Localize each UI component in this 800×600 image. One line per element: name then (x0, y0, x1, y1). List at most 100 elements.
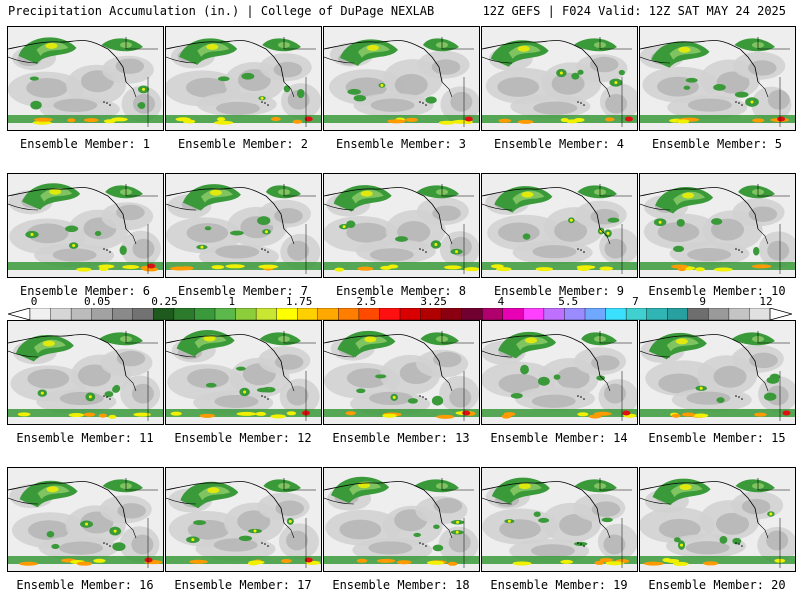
ensemble-member-label: Ensemble Member: 4 (493, 137, 625, 151)
ensemble-member-label: Ensemble Member: 7 (177, 284, 309, 298)
precip-map (324, 27, 479, 130)
precip-map (640, 174, 795, 277)
colorbar-tick-label: 0 (30, 295, 38, 308)
ensemble-member-label: Ensemble Member: 6 (19, 284, 151, 298)
ensemble-member-map (481, 320, 638, 425)
colorbar-swatch (482, 308, 504, 320)
ensemble-member-map (165, 26, 322, 131)
colorbar-swatch (112, 308, 134, 320)
colorbar-swatch (297, 308, 319, 320)
colorbar-swatch (50, 308, 72, 320)
colorbar-swatch (564, 308, 586, 320)
ensemble-member-label: Ensemble Member: 20 (648, 578, 786, 592)
colorbar-swatch (461, 308, 483, 320)
precip-map (640, 321, 795, 424)
precip-map (324, 468, 479, 571)
colorbar-tick-label: 2.5 (356, 295, 377, 308)
colorbar-swatch (584, 308, 607, 320)
ensemble-member-map (323, 320, 480, 425)
colorbar-tick-label: 12 (759, 295, 773, 308)
colorbar-min-arrow (8, 308, 31, 320)
colorbar-swatch (70, 308, 93, 320)
ensemble-member-label: Ensemble Member: 3 (335, 137, 467, 151)
precip-map (640, 468, 795, 571)
colorbar-tick-label: 5.5 (558, 295, 579, 308)
ensemble-member-label: Ensemble Member: 18 (332, 578, 470, 592)
precip-map (482, 27, 637, 130)
ensemble-member-map (639, 320, 796, 425)
precip-map (482, 174, 637, 277)
ensemble-member-map (323, 26, 480, 131)
precip-map (482, 468, 637, 571)
ensemble-member-map (323, 467, 480, 572)
colorbar-swatch (728, 308, 750, 320)
colorbar-max-arrow (769, 308, 792, 320)
ensemble-member-label: Ensemble Member: 10 (648, 284, 786, 298)
colorbar-swatch (440, 308, 463, 320)
colorbar-tick-label: 9 (699, 295, 707, 308)
colorbar-tick-label: 7 (632, 295, 639, 308)
colorbar-swatch (194, 308, 216, 320)
precip-map (482, 321, 637, 424)
ensemble-member-map (165, 173, 322, 278)
precip-map (8, 27, 163, 130)
precip-map (324, 321, 479, 424)
ensemble-member-map (481, 467, 638, 572)
colorbar-tick-label: 0.05 (84, 295, 111, 308)
colorbar-swatch (153, 308, 175, 320)
precip-map (166, 27, 321, 130)
ensemble-member-label: Ensemble Member: 15 (648, 431, 786, 445)
ensemble-member-map (165, 320, 322, 425)
ensemble-member-map (7, 320, 164, 425)
colorbar-swatch (91, 308, 113, 320)
colorbar-swatch (625, 308, 648, 320)
colorbar-tick-label: 1.75 (285, 295, 313, 308)
ensemble-member-map (7, 173, 164, 278)
precip-map (166, 468, 321, 571)
ensemble-member-label: Ensemble Member: 13 (332, 431, 470, 445)
colorbar-swatch (502, 308, 524, 320)
colorbar-swatch (667, 308, 689, 320)
colorbar-tick-label: 4 (497, 295, 505, 308)
colorbar-swatch (708, 308, 730, 320)
colorbar-swatch (379, 308, 401, 320)
precip-map (8, 321, 163, 424)
colorbar-swatch (543, 308, 565, 320)
colorbar-tick-label: 1 (228, 295, 236, 308)
ensemble-member-map (323, 173, 480, 278)
colorbar-swatch (29, 308, 52, 320)
colorbar-swatch (687, 308, 709, 320)
colorbar-swatch (605, 308, 627, 320)
ensemble-member-map (7, 467, 164, 572)
colorbar-swatch (276, 308, 298, 320)
ensemble-member-map (639, 173, 796, 278)
precip-map (166, 174, 321, 277)
precip-map (324, 174, 479, 277)
precip-map (8, 468, 163, 571)
precip-map (166, 321, 321, 424)
ensemble-member-map (639, 26, 796, 131)
precip-map (8, 174, 163, 277)
chart-title: Precipitation Accumulation (in.) | Colle… (8, 4, 435, 18)
ensemble-member-label: Ensemble Member: 17 (174, 578, 312, 592)
colorbar-swatch (646, 308, 668, 320)
colorbar-tick-label: 0.25 (151, 295, 178, 308)
ensemble-member-map (481, 26, 638, 131)
precip-map (640, 27, 795, 130)
colorbar-swatch (399, 308, 422, 320)
ensemble-member-label: Ensemble Member: 2 (177, 137, 309, 151)
ensemble-member-map (165, 467, 322, 572)
colorbar-swatch (358, 308, 380, 320)
ensemble-member-map (7, 26, 164, 131)
ensemble-member-label: Ensemble Member: 14 (490, 431, 628, 445)
ensemble-member-label: Ensemble Member: 12 (174, 431, 312, 445)
colorbar-swatch (523, 308, 545, 320)
ensemble-member-label: Ensemble Member: 1 (19, 137, 151, 151)
ensemble-member-label: Ensemble Member: 16 (16, 578, 154, 592)
valid-time-label: 12Z GEFS | F024 Valid: 12Z SAT MAY 24 20… (482, 4, 786, 18)
colorbar-tick-label: 3.25 (420, 295, 447, 308)
precipitation-colorbar (8, 308, 792, 320)
ensemble-member-label: Ensemble Member: 11 (16, 431, 154, 445)
colorbar-swatch (235, 308, 257, 320)
colorbar-swatch (214, 308, 237, 320)
